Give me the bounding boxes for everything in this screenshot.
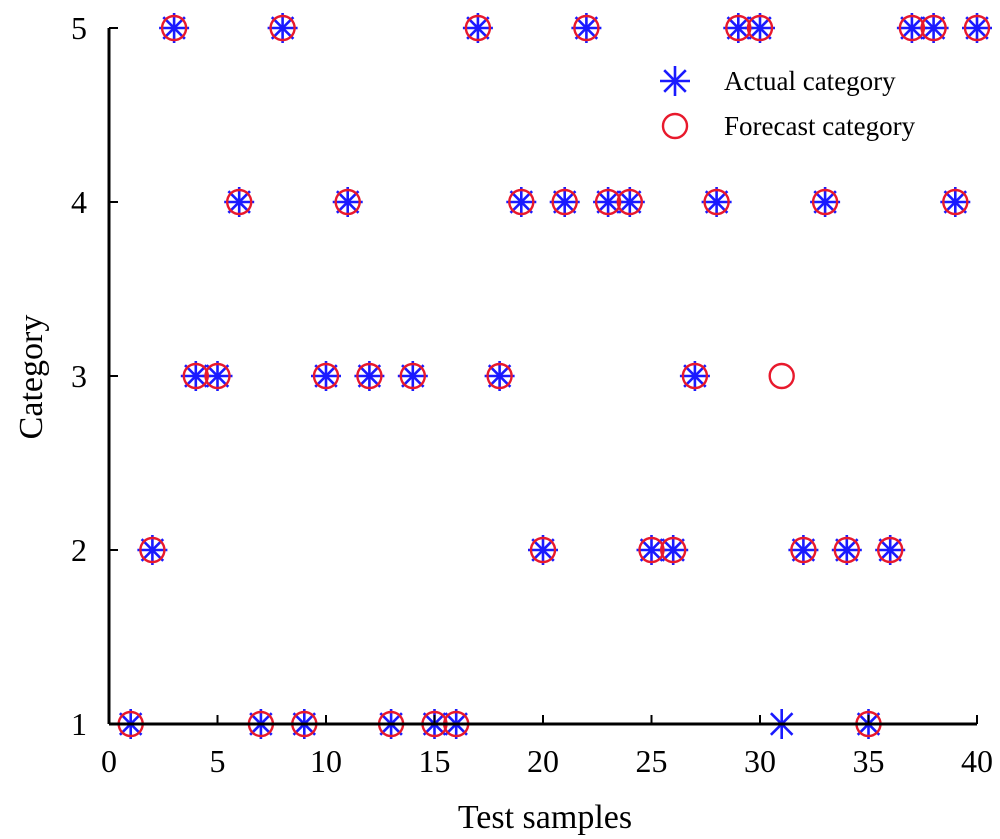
forecast-point <box>334 188 361 216</box>
actual-point <box>940 187 971 217</box>
forecast-point <box>551 188 578 216</box>
legend-forecast-marker <box>661 112 689 140</box>
actual-point <box>484 361 515 391</box>
forecast-point <box>768 362 795 390</box>
forecast-point <box>464 14 492 42</box>
x-tick-label: 40 <box>961 743 993 779</box>
marks-layer <box>115 13 992 739</box>
forecast-point <box>204 362 231 390</box>
actual-point <box>962 13 992 43</box>
y-axis-title: Category <box>13 315 50 440</box>
legend-actual-label: Actual category <box>724 66 896 96</box>
forecast-point <box>486 362 513 390</box>
actual-point <box>788 535 819 565</box>
forecast-point <box>942 188 969 216</box>
actual-point <box>679 361 710 391</box>
legend-forecast-label: Forecast category <box>724 111 916 141</box>
forecast-point <box>746 14 774 42</box>
x-tick-label: 20 <box>527 743 559 779</box>
y-tick-label: 4 <box>71 184 87 220</box>
forecast-point <box>399 362 426 390</box>
actual-point <box>159 13 190 43</box>
actual-point <box>875 535 906 565</box>
x-tick-label: 0 <box>101 743 117 779</box>
actual-point <box>224 187 255 217</box>
forecast-point <box>508 188 535 216</box>
x-tick-label: 10 <box>310 743 342 779</box>
x-tick-label: 30 <box>744 743 776 779</box>
actual-point <box>528 535 558 565</box>
y-tick-label: 2 <box>71 532 87 568</box>
x-axis-title: Test samples <box>458 799 632 836</box>
forecast-point <box>182 362 210 390</box>
actual-point <box>332 187 363 217</box>
forecast-point <box>681 362 709 390</box>
actual-point <box>918 13 949 43</box>
forecast-point <box>139 536 166 564</box>
x-tick-label: 5 <box>210 743 226 779</box>
forecast-point <box>898 14 926 42</box>
forecast-point <box>811 188 839 216</box>
actual-point <box>354 361 385 391</box>
y-tick-label: 3 <box>71 358 87 394</box>
forecast-point <box>160 14 188 42</box>
x-tick-label: 25 <box>636 743 668 779</box>
forecast-point <box>725 14 752 42</box>
x-tick-label: 15 <box>419 743 451 779</box>
forecast-point <box>877 536 904 564</box>
forecast-point <box>529 536 557 564</box>
actual-point <box>267 13 298 43</box>
legend-actual-marker <box>660 66 690 96</box>
forecast-point <box>312 362 340 390</box>
actual-point <box>831 535 862 565</box>
axes-layer: 0 5 10 15 20 25 30 35 40 1 2 3 4 5 <box>71 10 993 779</box>
forecast-point <box>269 14 296 42</box>
actual-point <box>571 13 602 43</box>
actual-point <box>462 13 493 43</box>
y-tick-label: 5 <box>71 10 87 46</box>
forecast-point <box>963 14 991 42</box>
x-tick-label: 35 <box>853 743 885 779</box>
forecast-point <box>833 536 860 564</box>
actual-point <box>311 361 341 391</box>
forecast-point <box>638 536 665 564</box>
forecast-point <box>790 536 817 564</box>
forecast-point <box>594 188 622 216</box>
y-tick-label: 1 <box>71 706 87 742</box>
forecast-point <box>703 188 730 216</box>
actual-point <box>701 187 732 217</box>
forecast-point <box>920 14 947 42</box>
actual-point <box>397 361 428 391</box>
actual-point <box>549 187 580 217</box>
legend: Actual category Forecast category <box>660 66 916 141</box>
forecast-point <box>616 188 643 216</box>
actual-point <box>810 187 841 217</box>
forecast-point <box>225 188 253 216</box>
actual-point <box>137 535 168 565</box>
forecast-point <box>573 14 600 42</box>
forecast-point <box>356 362 383 390</box>
forecast-point <box>660 536 687 564</box>
actual-point <box>506 187 537 217</box>
